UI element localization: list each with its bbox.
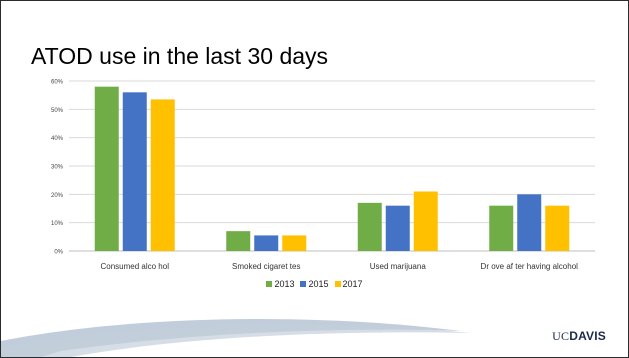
decorative-swoosh	[1, 318, 471, 357]
logo-davis-text: DAVIS	[569, 329, 606, 343]
y-tick-label: 50%	[51, 108, 64, 114]
bar-2017	[150, 99, 175, 252]
x-tick-label: Used marijuana	[370, 262, 427, 271]
ucdavis-logo: UCDAVIS	[552, 329, 606, 344]
y-tick-label: 20%	[51, 193, 64, 199]
bar-2013	[489, 205, 514, 251]
legend-label: 2015	[308, 279, 329, 289]
legend-swatch	[300, 281, 307, 287]
y-tick-label: 30%	[51, 165, 64, 171]
bar-2013	[226, 231, 251, 251]
bar-2015	[385, 205, 410, 251]
bar-2013	[357, 202, 382, 251]
bar-2015	[122, 92, 147, 251]
legend-swatch	[334, 281, 341, 287]
bar-chart: 0% 10% 20% 30% 40% 50% 60% Consumed alco hol Smo…	[51, 80, 595, 271]
legend-item: 2017	[334, 279, 363, 289]
x-tick-label: Consumed alco hol	[101, 262, 170, 271]
legend-item: 2013	[266, 279, 294, 289]
bar-2017	[282, 235, 307, 251]
bar-2017	[413, 191, 438, 251]
legend-label: 2013	[274, 279, 295, 289]
bar-2015	[517, 194, 542, 251]
y-tick-label: 0%	[54, 250, 63, 256]
chart-legend: 2013 2015 2017	[1, 279, 628, 289]
y-tick-label: 60%	[51, 80, 64, 86]
y-tick-label: 40%	[51, 136, 64, 142]
x-tick-label: Dr ove af ter having alcohol	[481, 262, 579, 271]
bar-2015	[254, 235, 279, 251]
legend-label: 2017	[342, 279, 363, 289]
legend-item: 2015	[300, 279, 329, 289]
logo-uc-text: UC	[552, 329, 570, 343]
bar-2017	[545, 205, 570, 251]
slide-title: ATOD use in the last 30 days	[31, 43, 329, 69]
x-tick-label: Smoked cigaret tes	[232, 262, 300, 271]
y-tick-label: 10%	[51, 221, 64, 227]
legend-swatch	[266, 281, 273, 287]
bar-2013	[94, 86, 119, 252]
